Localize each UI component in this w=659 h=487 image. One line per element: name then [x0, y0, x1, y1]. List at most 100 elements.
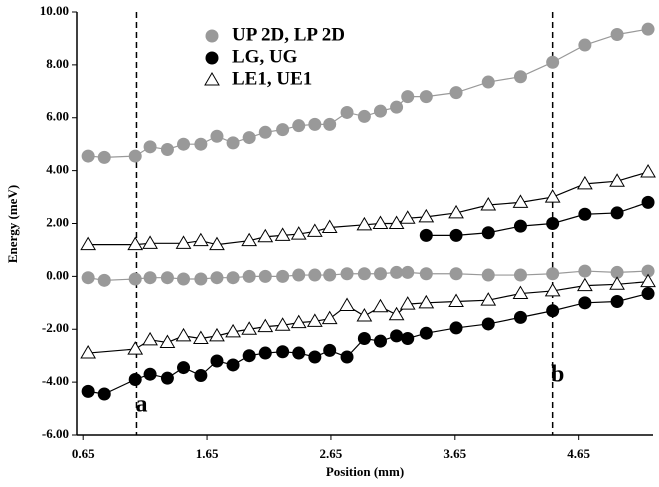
point: [401, 332, 415, 346]
point: [209, 327, 225, 342]
series-line: [88, 292, 649, 395]
point: [357, 109, 371, 123]
point: [127, 236, 144, 251]
point: [128, 272, 142, 286]
point: [127, 341, 144, 355]
point: [340, 350, 354, 364]
point: [449, 228, 463, 242]
point: [609, 276, 625, 290]
point: [143, 140, 157, 154]
point: [546, 217, 560, 230]
point: [226, 136, 240, 150]
point: [323, 117, 337, 131]
point: [356, 216, 373, 231]
legend-marker: [205, 51, 219, 65]
point: [577, 277, 593, 292]
point: [356, 308, 373, 322]
point: [290, 314, 307, 329]
point: [306, 313, 323, 327]
point: [640, 163, 656, 178]
point: [128, 149, 142, 163]
point: [544, 282, 561, 297]
point: [210, 271, 224, 285]
point: [401, 265, 415, 279]
point: [194, 369, 208, 383]
legend-label: LG, UG: [232, 46, 298, 67]
point: [194, 137, 208, 151]
series-line: [88, 171, 649, 246]
point: [177, 361, 191, 375]
point: [193, 330, 209, 345]
point: [81, 149, 95, 163]
point: [641, 195, 655, 209]
point: [160, 271, 174, 285]
point: [241, 321, 258, 335]
point: [481, 226, 495, 240]
point: [258, 346, 272, 360]
annotation: a: [135, 392, 147, 418]
x-tick-label: 4.65: [567, 446, 590, 461]
y-tick-label: 4.00: [46, 162, 69, 177]
point: [81, 384, 95, 398]
annotation: b: [551, 362, 564, 388]
point: [578, 296, 592, 310]
point: [258, 269, 272, 283]
point: [641, 264, 655, 278]
point: [274, 227, 291, 241]
point: [513, 310, 527, 324]
point: [292, 119, 306, 133]
point: [160, 371, 174, 385]
point: [340, 105, 354, 119]
point: [448, 204, 464, 219]
series-line: [88, 270, 649, 281]
legend-marker: [204, 72, 220, 86]
point: [276, 269, 290, 283]
point: [143, 271, 157, 285]
point: [372, 298, 389, 313]
legend-label: UP 2D, LP 2D: [232, 24, 345, 45]
point: [640, 273, 656, 288]
point: [418, 208, 435, 223]
point: [610, 206, 624, 220]
legend-marker: [205, 29, 219, 43]
point: [641, 287, 655, 301]
point: [323, 268, 337, 282]
point: [242, 131, 256, 145]
point: [373, 104, 387, 118]
point: [399, 210, 416, 224]
point: [578, 38, 592, 52]
y-tick-label: 2.00: [46, 214, 69, 229]
point: [226, 358, 240, 372]
point: [390, 329, 404, 343]
point: [512, 285, 529, 300]
x-tick-label: 2.65: [320, 446, 343, 461]
point: [388, 306, 405, 321]
point: [449, 267, 463, 281]
point: [308, 350, 322, 364]
point: [388, 215, 405, 229]
point: [578, 207, 592, 221]
point: [609, 173, 625, 187]
point: [97, 387, 111, 401]
point: [480, 292, 497, 306]
point: [321, 310, 338, 325]
point: [159, 334, 176, 348]
point: [257, 318, 274, 333]
point: [481, 317, 495, 331]
y-tick-label: 0.00: [46, 267, 69, 282]
point: [306, 223, 323, 237]
point: [577, 175, 593, 190]
point: [308, 117, 322, 131]
point: [610, 294, 624, 308]
point: [175, 327, 192, 342]
point: [419, 326, 433, 340]
point: [418, 294, 435, 309]
point: [177, 137, 191, 151]
point: [323, 343, 337, 357]
point: [242, 269, 256, 283]
point: [390, 100, 404, 114]
point: [241, 232, 258, 247]
point: [339, 297, 355, 311]
point: [419, 90, 433, 104]
